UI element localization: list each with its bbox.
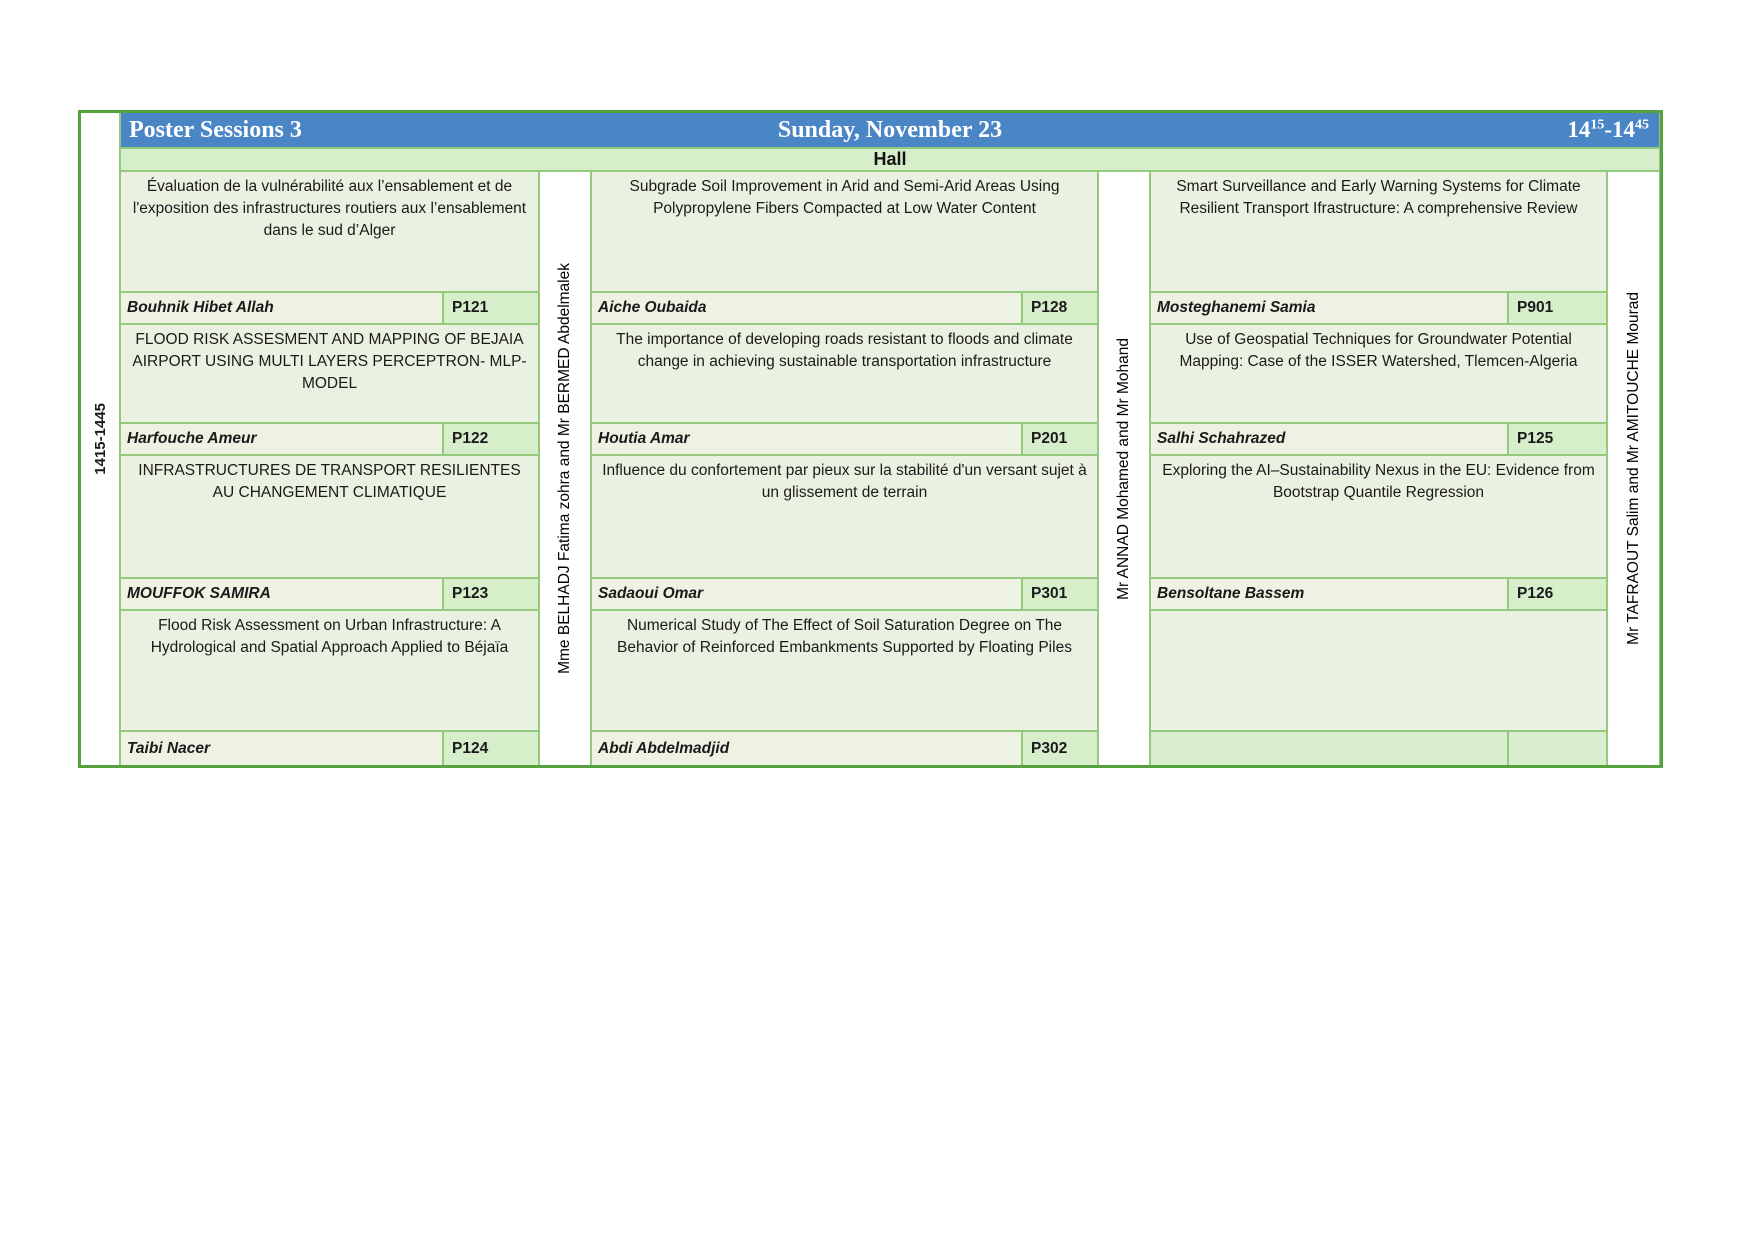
author-name: Salhi Schahrazed	[1151, 424, 1507, 454]
author-row: Aiche Oubaida P128	[592, 293, 1097, 323]
author-row: Mosteghanemi Samia P901	[1151, 293, 1606, 323]
author-name: Mosteghanemi Samia	[1151, 293, 1507, 323]
author-row: Bensoltane Bassem P126	[1151, 579, 1606, 609]
chair-column-1: Mme BELHADJ Fatima zohra and Mr BERMED A…	[540, 172, 590, 765]
poster-title-cell: Smart Surveillance and Early Warning Sys…	[1151, 172, 1606, 291]
chair-label: Mr ANNAD Mohamed and Mr Mohand	[1115, 337, 1133, 600]
time-slot-column: 1415-1445	[81, 113, 119, 765]
author-row: Houtia Amar P201	[592, 424, 1097, 454]
session-time: 1415-1445	[1567, 117, 1649, 142]
poster-title-cell: Subgrade Soil Improvement in Arid and Se…	[592, 172, 1097, 291]
session-date: Sunday, November 23	[777, 116, 1003, 143]
poster-code: P901	[1509, 293, 1606, 323]
poster-title-cell: Exploring the AI–Sustainability Nexus in…	[1151, 456, 1606, 577]
author-row: Harfouche Ameur P122	[121, 424, 538, 454]
poster-session-schedule-table: 1415-1445 Poster Sessions 3 Sunday, Nove…	[78, 110, 1663, 768]
session-title: Poster Sessions 3	[129, 116, 302, 143]
chair-label: Mr TAFRAOUT Salim and Mr AMITOUCHE Moura…	[1624, 292, 1642, 645]
poster-code	[1509, 732, 1606, 765]
poster-title-cell: Influence du confortement par pieux sur …	[592, 456, 1097, 577]
author-name: Abdi Abdelmadjid	[592, 732, 1021, 765]
author-name: Bensoltane Bassem	[1151, 579, 1507, 609]
author-row: Sadaoui Omar P301	[592, 579, 1097, 609]
poster-code: P301	[1023, 579, 1097, 609]
author-row: MOUFFOK SAMIRA P123	[121, 579, 538, 609]
session-header-bar: Poster Sessions 3 Sunday, November 23 14…	[121, 113, 1659, 147]
poster-code: P302	[1023, 732, 1097, 765]
author-name	[1151, 732, 1507, 765]
poster-code: P122	[444, 424, 538, 454]
author-row: Salhi Schahrazed P125	[1151, 424, 1606, 454]
author-row	[1151, 732, 1606, 765]
time-slot-label: 1415-1445	[91, 403, 109, 475]
poster-title-cell: INFRASTRUCTURES DE TRANSPORT RESILIENTES…	[121, 456, 538, 577]
author-name: Harfouche Ameur	[121, 424, 442, 454]
hall-row: Hall	[121, 149, 1659, 170]
poster-code: P125	[1509, 424, 1606, 454]
author-row: Abdi Abdelmadjid P302	[592, 732, 1097, 765]
poster-code: P124	[444, 732, 538, 765]
author-row: Taibi Nacer P124	[121, 732, 538, 765]
poster-title-cell: Flood Risk Assessment on Urban Infrastru…	[121, 611, 538, 730]
poster-code: P121	[444, 293, 538, 323]
chair-column-2: Mr ANNAD Mohamed and Mr Mohand	[1099, 172, 1149, 765]
poster-code: P128	[1023, 293, 1097, 323]
author-name: Aiche Oubaida	[592, 293, 1021, 323]
poster-code: P201	[1023, 424, 1097, 454]
poster-title-cell: Évaluation de la vulnérabilité aux l’ens…	[121, 172, 538, 291]
chair-label: Mme BELHADJ Fatima zohra and Mr BERMED A…	[556, 263, 574, 674]
hall-label: Hall	[873, 149, 907, 169]
author-name: Taibi Nacer	[121, 732, 442, 765]
author-name: MOUFFOK SAMIRA	[121, 579, 442, 609]
chair-column-3: Mr TAFRAOUT Salim and Mr AMITOUCHE Moura…	[1608, 172, 1659, 765]
author-name: Bouhnik Hibet Allah	[121, 293, 442, 323]
poster-title-cell: Numerical Study of The Effect of Soil Sa…	[592, 611, 1097, 730]
poster-title-cell: Use of Geospatial Techniques for Groundw…	[1151, 325, 1606, 422]
poster-title-cell: FLOOD RISK ASSESMENT AND MAPPING OF BEJA…	[121, 325, 538, 422]
author-row: Bouhnik Hibet Allah P121	[121, 293, 538, 323]
poster-code: P126	[1509, 579, 1606, 609]
poster-title-cell: The importance of developing roads resis…	[592, 325, 1097, 422]
poster-code: P123	[444, 579, 538, 609]
author-name: Sadaoui Omar	[592, 579, 1021, 609]
author-name: Houtia Amar	[592, 424, 1021, 454]
poster-title-cell	[1151, 611, 1606, 730]
